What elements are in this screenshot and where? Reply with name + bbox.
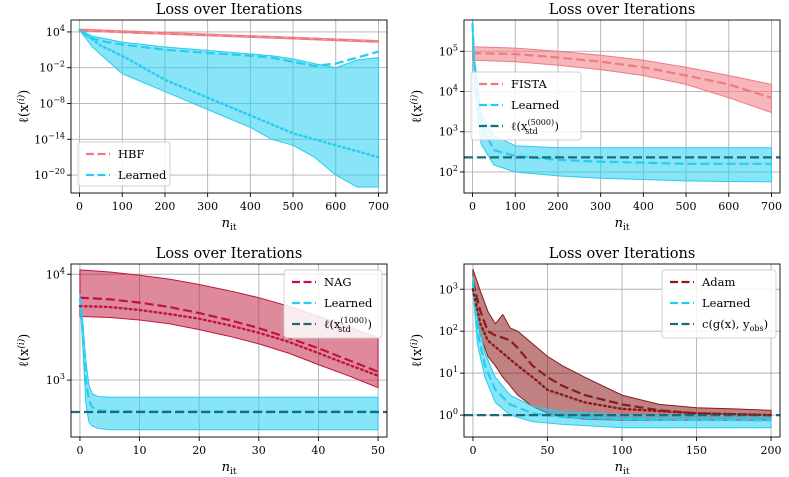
confidence-band-1 xyxy=(79,29,379,188)
y-tick-label: 105 xyxy=(439,43,458,58)
y-tick-label: 10−8 xyxy=(39,96,65,111)
legend-label: Learned xyxy=(118,168,167,182)
legend: HBF Learned xyxy=(77,141,171,187)
x-axis-label: nit xyxy=(615,460,630,477)
legend-label: Adam xyxy=(701,275,736,289)
y-tick-label: 102 xyxy=(439,323,458,338)
y-tick-label: 104 xyxy=(439,84,458,99)
series-line-4 xyxy=(471,288,773,417)
plot-frame xyxy=(463,19,781,194)
x-tick-label: 400 xyxy=(633,200,654,213)
legend-box xyxy=(661,269,777,339)
x-tick-label: 400 xyxy=(240,200,261,213)
y-tick-label: 104 xyxy=(46,266,65,281)
chart-panel-2: 0 100 200 300 400 500 600 700 102 103 104 105 Loss o… xyxy=(409,2,782,233)
chart-title: Loss over Iterations xyxy=(549,246,696,262)
x-axis-label: nit xyxy=(222,216,237,233)
x-tick-label: 700 xyxy=(761,200,782,213)
x-tick-label: 200 xyxy=(547,200,568,213)
legend-label: FISTA xyxy=(511,77,547,91)
y-axis-label: ℓ(x(i)) xyxy=(409,334,425,368)
chart-title: Loss over Iterations xyxy=(549,2,696,18)
x-tick-label: 50 xyxy=(371,444,385,457)
x-tick-label: 300 xyxy=(590,200,611,213)
series-line-1 xyxy=(79,296,379,373)
x-tick-label: 0 xyxy=(76,444,83,457)
x-tick-label: 30 xyxy=(252,444,266,457)
legend-box xyxy=(470,71,582,141)
x-tick-label: 600 xyxy=(718,200,739,213)
legend-label: Learned xyxy=(511,98,560,112)
series-line-3 xyxy=(78,28,380,159)
confidence-band-1 xyxy=(79,269,379,389)
x-tick-label: 300 xyxy=(197,200,218,213)
x-tick-label: 20 xyxy=(192,444,206,457)
y-tick-label: 102 xyxy=(439,164,458,179)
confidence-band-2 xyxy=(472,276,772,429)
y-axis-label: ℓ(x(i)) xyxy=(409,90,425,124)
chart-title: Loss over Iterations xyxy=(156,246,303,262)
y-axis-label: ℓ(x(i)) xyxy=(16,334,32,368)
series-line-1 xyxy=(472,52,772,99)
x-tick-label: 150 xyxy=(686,444,707,457)
x-tick-label: 700 xyxy=(368,200,389,213)
x-tick-label: 200 xyxy=(154,200,175,213)
legend-label: Learned xyxy=(324,296,373,310)
x-tick-label: 500 xyxy=(283,200,304,213)
legend-label: NAG xyxy=(324,275,352,289)
y-tick-label: 100 xyxy=(439,407,458,422)
x-tick-label: 500 xyxy=(676,200,697,213)
x-tick-label: 200 xyxy=(761,444,782,457)
x-tick-label: 600 xyxy=(325,200,346,213)
legend-label: Learned xyxy=(702,296,751,310)
plot-frame xyxy=(70,263,388,438)
y-tick-label: 103 xyxy=(439,281,458,296)
legend-label: HBF xyxy=(118,147,144,161)
x-tick-label: 100 xyxy=(612,444,633,457)
confidence-band-2 xyxy=(472,20,772,183)
x-tick-label: 50 xyxy=(540,444,554,457)
y-tick-label: 10−2 xyxy=(39,60,65,75)
chart-panel-4: 0 50 100 150 200 100 101 102 103 Loss over Iterat… xyxy=(409,246,782,477)
x-tick-label: 10 xyxy=(133,444,147,457)
y-axis-label: ℓ(x(i)) xyxy=(16,90,32,124)
series-line-2 xyxy=(78,29,379,68)
y-tick-label: 103 xyxy=(439,124,458,139)
confidence-band-2 xyxy=(79,294,379,431)
confidence-band-1 xyxy=(472,46,772,114)
chart-title: Loss over Iterations xyxy=(156,2,303,18)
x-axis-label: nit xyxy=(615,216,630,233)
series-line-2 xyxy=(471,281,772,422)
chart-panel-3: 0 10 20 30 40 50 103 104 Loss over Iterations nit… xyxy=(16,246,388,477)
x-tick-label: 0 xyxy=(469,200,476,213)
x-tick-label: 0 xyxy=(76,200,83,213)
y-tick-label: 10−20 xyxy=(34,167,65,182)
x-tick-label: 100 xyxy=(505,200,526,213)
y-tick-label: 10−14 xyxy=(34,131,65,146)
legend-box xyxy=(283,269,383,339)
x-tick-label: 40 xyxy=(311,444,325,457)
x-tick-label: 100 xyxy=(112,200,133,213)
series-line-1 xyxy=(79,29,379,43)
plot-frame xyxy=(70,19,388,194)
series-line-4 xyxy=(78,304,380,377)
x-tick-label: 0 xyxy=(469,444,476,457)
y-tick-label: 104 xyxy=(46,24,65,39)
y-tick-label: 101 xyxy=(439,365,458,380)
x-axis-label: nit xyxy=(222,460,237,477)
y-tick-label: 103 xyxy=(46,372,65,387)
chart-panel-1: 0 100 200 300 400 500 600 700 104 10−2 10−8 10−14 10… xyxy=(16,2,389,233)
